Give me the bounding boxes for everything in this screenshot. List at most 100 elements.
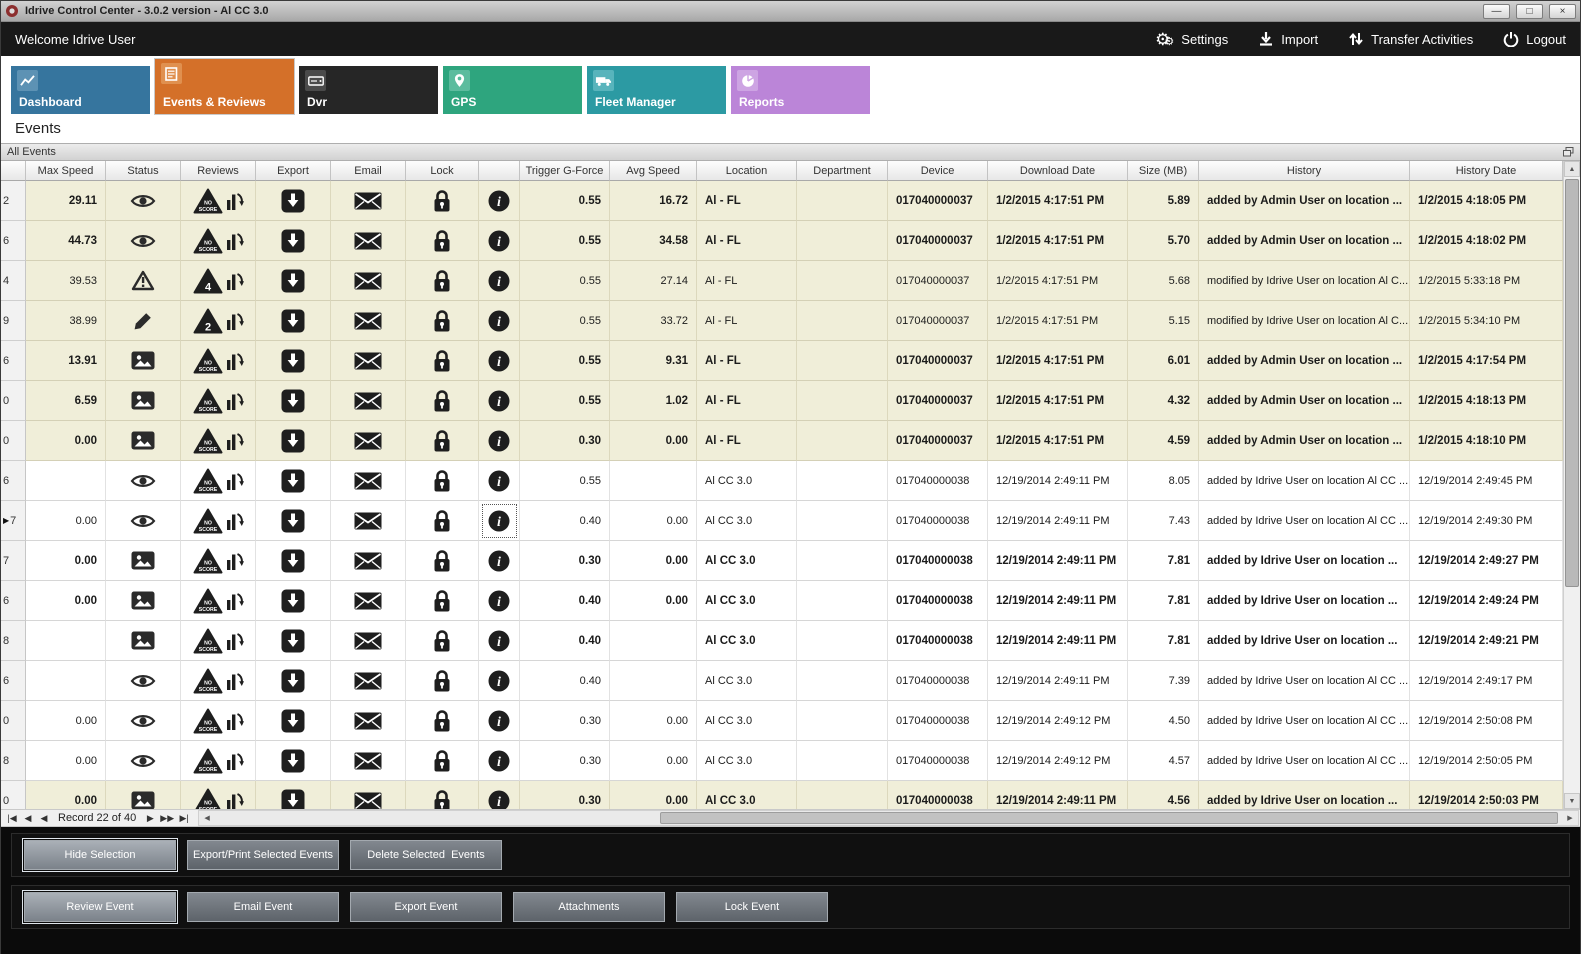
scroll-left-button[interactable]: ◀ — [204, 815, 210, 822]
column-header-max-speed[interactable]: Max Speed — [26, 161, 106, 181]
delete-selected-events-button[interactable]: Delete Selected Events — [350, 840, 502, 870]
info-cell[interactable]: i — [479, 381, 520, 421]
email-cell[interactable] — [331, 581, 406, 621]
table-row[interactable]: ▶ 6 NO SCORE — [1, 461, 1563, 501]
reviews-cell[interactable]: NO SCORE — [181, 381, 256, 421]
reviews-cell[interactable]: NO SCORE — [181, 221, 256, 261]
table-row[interactable]: ▶ 8 0.00 NO SCORE — [1, 741, 1563, 781]
scroll-right-button[interactable]: ▶ — [1567, 815, 1573, 822]
row-header[interactable]: ▶ 0 — [1, 701, 26, 741]
table-row[interactable]: ▶ 9 38.99 NO SCORE 2 — [1, 301, 1563, 341]
export-cell[interactable] — [256, 541, 331, 581]
row-header[interactable]: ▶ 8 — [1, 741, 26, 781]
info-cell[interactable]: i — [479, 261, 520, 301]
vertical-scrollbar[interactable]: ▲ ▼ — [1563, 161, 1580, 809]
reviews-cell[interactable]: NO SCORE — [181, 461, 256, 501]
info-cell[interactable]: i — [479, 461, 520, 501]
table-row[interactable]: ▶ 6 44.73 NO SCORE — [1, 221, 1563, 261]
lock-cell[interactable] — [406, 621, 479, 661]
info-cell[interactable]: i — [479, 181, 520, 221]
scroll-up-button[interactable]: ▲ — [1564, 161, 1580, 177]
row-header[interactable]: ▶ 6 — [1, 341, 26, 381]
export-cell[interactable] — [256, 181, 331, 221]
export-cell[interactable] — [256, 701, 331, 741]
reviews-cell[interactable]: NO SCORE — [181, 341, 256, 381]
lock-cell[interactable] — [406, 261, 479, 301]
table-row[interactable]: ▶ 0 0.00 NO SCORE — [1, 781, 1563, 809]
reviews-cell[interactable]: NO SCORE — [181, 501, 256, 541]
reviews-cell[interactable]: NO SCORE — [181, 181, 256, 221]
email-cell[interactable] — [331, 781, 406, 809]
horizontal-scrollbar-thumb[interactable] — [659, 812, 1558, 824]
tab-dvr[interactable]: Dvr — [299, 66, 438, 114]
lock-cell[interactable] — [406, 421, 479, 461]
row-header[interactable]: ▶ 0 — [1, 781, 26, 809]
tab-gps[interactable]: GPS — [443, 66, 582, 114]
email-cell[interactable] — [331, 181, 406, 221]
export-cell[interactable] — [256, 581, 331, 621]
column-header-email[interactable]: Email — [331, 161, 406, 181]
next-record-button[interactable]: ▶ — [146, 812, 154, 823]
tab-fleet-manager[interactable]: Fleet Manager — [587, 66, 726, 114]
column-header-download-date[interactable]: Download Date — [988, 161, 1128, 181]
row-header[interactable]: ▶ 6 — [1, 661, 26, 701]
row-header[interactable]: ▶ 2 — [1, 181, 26, 221]
reviews-cell[interactable]: NO SCORE — [181, 661, 256, 701]
float-panel-icon[interactable] — [1563, 147, 1574, 157]
prev-page-button[interactable]: ◀ — [24, 812, 32, 823]
info-cell[interactable]: i — [479, 581, 520, 621]
logout-button[interactable]: Logout — [1503, 31, 1566, 47]
lock-cell[interactable] — [406, 341, 479, 381]
maximize-button[interactable]: □ — [1516, 3, 1543, 19]
email-cell[interactable] — [331, 461, 406, 501]
export-cell[interactable] — [256, 781, 331, 809]
table-row[interactable]: ▶ 6 NO SCORE — [1, 661, 1563, 701]
row-header[interactable]: ▶ 8 — [1, 621, 26, 661]
table-row[interactable]: ▶ 7 0.00 NO SCORE — [1, 541, 1563, 581]
email-cell[interactable] — [331, 421, 406, 461]
lock-cell[interactable] — [406, 581, 479, 621]
export-cell[interactable] — [256, 621, 331, 661]
info-cell[interactable]: i — [479, 301, 520, 341]
export-cell[interactable] — [256, 301, 331, 341]
email-cell[interactable] — [331, 701, 406, 741]
info-cell[interactable]: i — [479, 541, 520, 581]
row-header[interactable]: ▶ 0 — [1, 381, 26, 421]
transfer-activities-button[interactable]: Transfer Activities — [1348, 31, 1473, 47]
lock-event-button[interactable]: Lock Event — [676, 892, 828, 922]
email-cell[interactable] — [331, 621, 406, 661]
tab-dashboard[interactable]: Dashboard — [11, 66, 150, 114]
lock-cell[interactable] — [406, 701, 479, 741]
row-header[interactable]: ▶ 6 — [1, 221, 26, 261]
column-header-size-mb[interactable]: Size (MB) — [1128, 161, 1199, 181]
row-header[interactable]: ▶ 7 — [1, 541, 26, 581]
column-header-location[interactable]: Location — [697, 161, 797, 181]
column-header-history-date[interactable]: History Date — [1410, 161, 1563, 181]
vertical-scrollbar-thumb[interactable] — [1565, 179, 1579, 587]
table-row[interactable]: ▶ 0 6.59 NO SCORE — [1, 381, 1563, 421]
info-cell[interactable]: i — [479, 701, 520, 741]
info-cell[interactable]: i — [479, 341, 520, 381]
tab-events-reviews[interactable]: Events & Reviews — [155, 59, 294, 114]
info-cell[interactable]: i — [479, 221, 520, 261]
lock-cell[interactable] — [406, 221, 479, 261]
column-header-trigger-gforce[interactable]: Trigger G-Force — [520, 161, 610, 181]
export-event-button[interactable]: Export Event — [350, 892, 502, 922]
reviews-cell[interactable]: NO SCORE — [181, 621, 256, 661]
email-cell[interactable] — [331, 221, 406, 261]
email-cell[interactable] — [331, 541, 406, 581]
reviews-cell[interactable]: NO SCORE — [181, 581, 256, 621]
reviews-cell[interactable]: NO SCORE — [181, 541, 256, 581]
email-cell[interactable] — [331, 341, 406, 381]
table-row[interactable]: ▶ 2 29.11 NO SCORE — [1, 181, 1563, 221]
column-header-lock[interactable]: Lock — [406, 161, 479, 181]
column-header-avg-speed[interactable]: Avg Speed — [610, 161, 697, 181]
table-row[interactable]: ▶ 0 0.00 NO SCORE — [1, 421, 1563, 461]
row-header[interactable]: ▶ 0 — [1, 421, 26, 461]
row-header[interactable]: ▶ 6 — [1, 581, 26, 621]
table-row[interactable]: ▶ 6 13.91 NO SCORE — [1, 341, 1563, 381]
first-record-button[interactable]: |◀ — [7, 812, 17, 823]
review-event-button[interactable]: Review Event — [24, 892, 176, 922]
lock-cell[interactable] — [406, 181, 479, 221]
close-button[interactable]: × — [1549, 3, 1576, 19]
